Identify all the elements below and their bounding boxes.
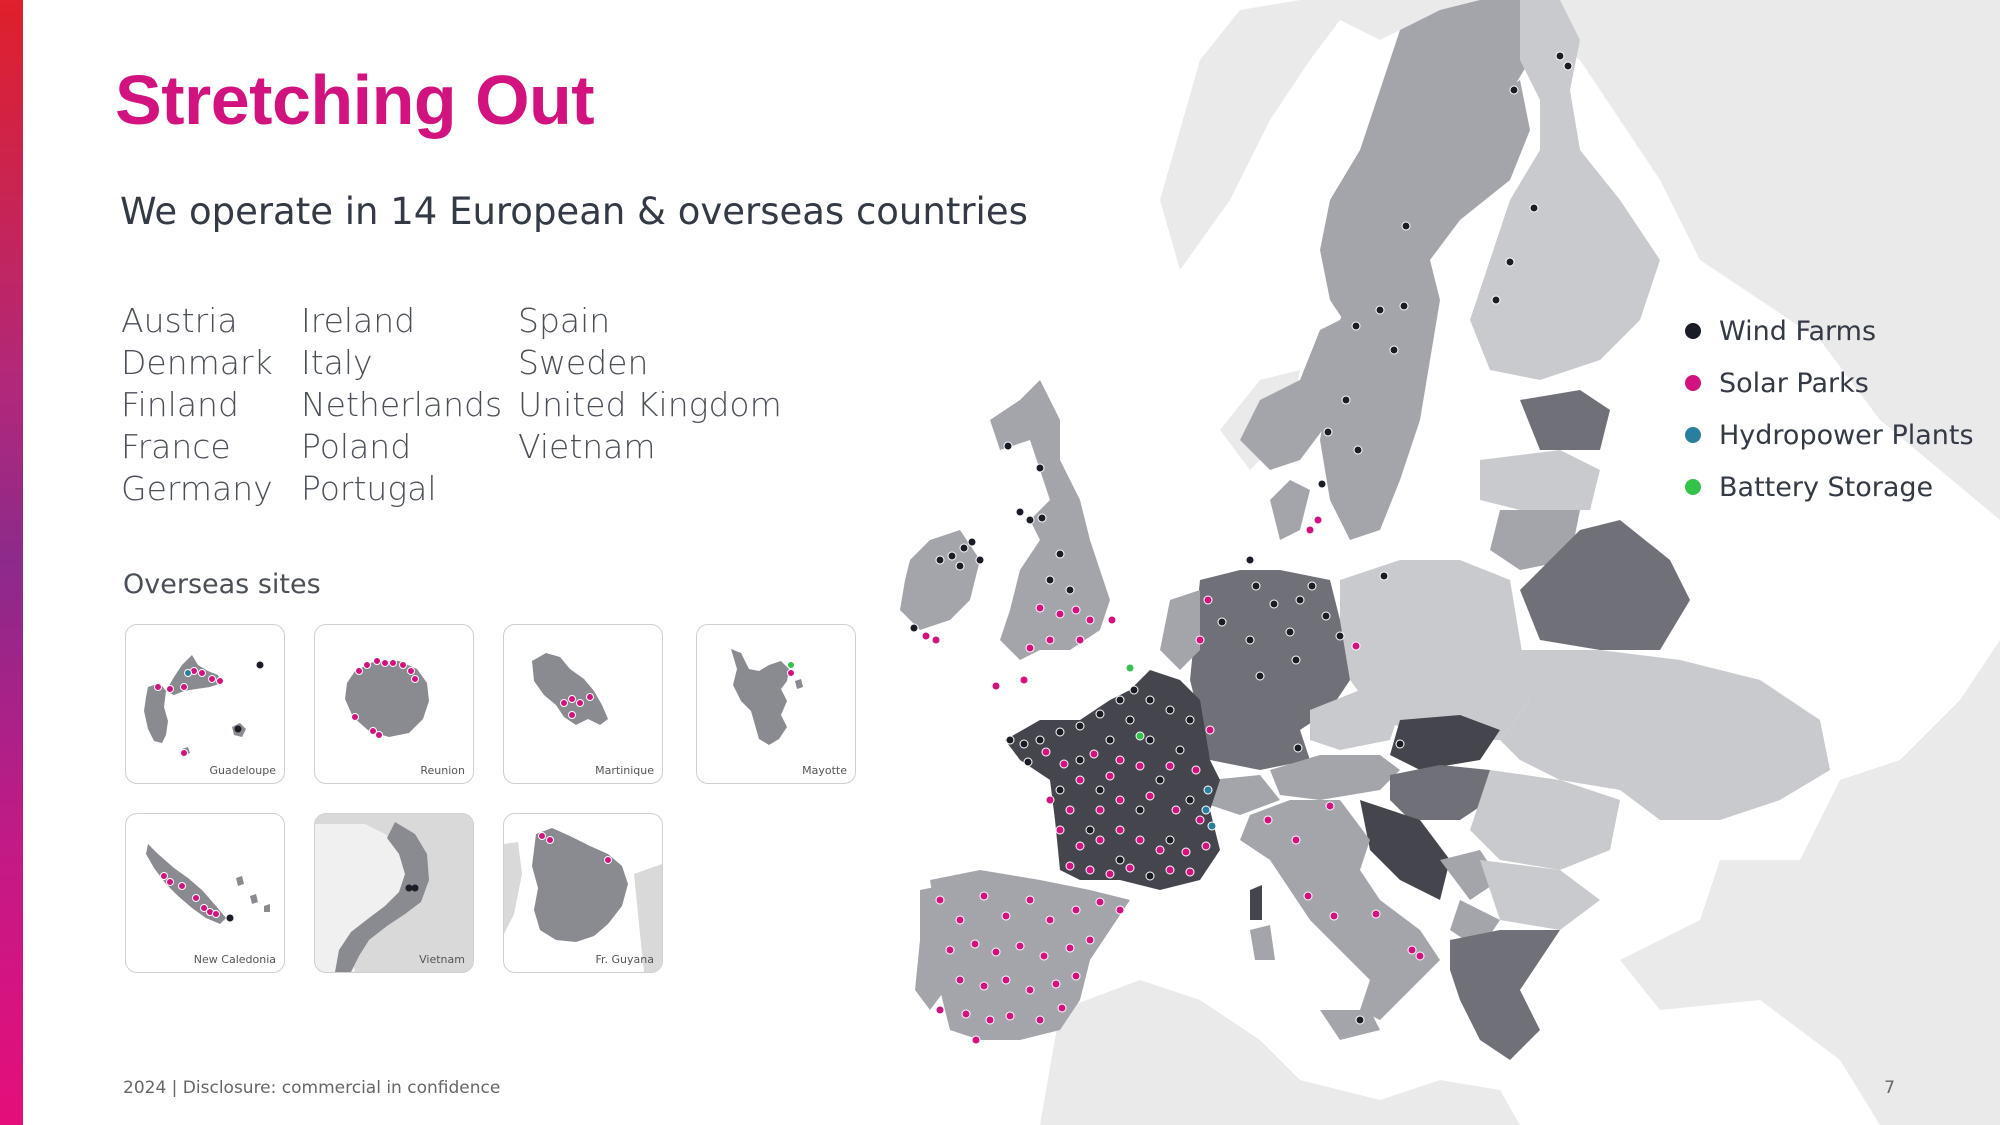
france-cluster bbox=[1005, 663, 1217, 881]
country-column-3: Spain Sweden United Kingdom Vietnam bbox=[518, 300, 782, 468]
legend-item-wind-farms: Wind Farms bbox=[1685, 305, 1985, 357]
page-number: 7 bbox=[1884, 1078, 1895, 1098]
country-item: Germany bbox=[121, 469, 273, 508]
overseas-tile-reunion: Reunion bbox=[314, 624, 474, 784]
legend-item-hydropower: Hydropower Plants bbox=[1685, 409, 1985, 461]
tile-label: Reunion bbox=[420, 764, 465, 777]
legend-item-solar-parks: Solar Parks bbox=[1685, 357, 1985, 409]
europe-map bbox=[900, 0, 2000, 1125]
page-subtitle: We operate in 14 European & overseas cou… bbox=[120, 190, 1028, 233]
country-item: United Kingdom bbox=[518, 385, 782, 424]
legend-label: Wind Farms bbox=[1719, 315, 1877, 347]
footer-disclosure: 2024 | Disclosure: commercial in confide… bbox=[123, 1078, 501, 1098]
country-item: Italy bbox=[301, 343, 373, 382]
country-item: Vietnam bbox=[518, 427, 656, 466]
overseas-tile-mayotte: Mayotte bbox=[696, 624, 856, 784]
country-item: Denmark bbox=[121, 343, 273, 382]
battery-storage-dot-icon bbox=[1685, 479, 1701, 495]
overseas-tile-vietnam: Vietnam bbox=[314, 813, 474, 973]
legend-item-battery-storage: Battery Storage bbox=[1685, 461, 1985, 513]
legend-label: Hydropower Plants bbox=[1719, 419, 1974, 451]
overseas-tile-guadeloupe: Guadeloupe bbox=[125, 624, 285, 784]
solar-park-markers bbox=[921, 515, 1425, 1045]
tile-label: Guadeloupe bbox=[209, 764, 277, 777]
tile-label: Martinique bbox=[595, 764, 654, 777]
overseas-tile-fr-guyana: Fr. Guyana bbox=[503, 813, 663, 973]
solar-park-dot-icon bbox=[1685, 375, 1701, 391]
tile-label: Mayotte bbox=[802, 764, 847, 777]
map-legend: Wind Farms Solar Parks Hydropower Plants… bbox=[1685, 305, 1985, 513]
country-item: Netherlands bbox=[301, 385, 503, 424]
hydropower-dot-icon bbox=[1685, 427, 1701, 443]
legend-label: Battery Storage bbox=[1719, 471, 1934, 503]
country-column-1: Austria Denmark Finland France Germany bbox=[121, 300, 273, 510]
country-list: Austria Denmark Finland France Germany I… bbox=[121, 300, 881, 520]
wind-farm-markers bbox=[909, 51, 1573, 1025]
country-item: Portugal bbox=[301, 469, 437, 508]
country-column-2: Ireland Italy Netherlands Poland Portuga… bbox=[301, 300, 502, 510]
country-item: Austria bbox=[121, 301, 238, 340]
tile-label: Vietnam bbox=[419, 953, 465, 966]
page-title: Stretching Out bbox=[115, 61, 595, 139]
overseas-tile-martinique: Martinique bbox=[503, 624, 663, 784]
tile-label: New Caledonia bbox=[193, 953, 276, 966]
tile-label: Fr. Guyana bbox=[595, 953, 655, 966]
overseas-label: Overseas sites bbox=[123, 569, 321, 600]
country-item: France bbox=[121, 427, 231, 466]
accent-bar bbox=[0, 0, 23, 1125]
legend-label: Solar Parks bbox=[1719, 367, 1869, 399]
country-item: Sweden bbox=[518, 343, 649, 382]
country-item: Finland bbox=[121, 385, 239, 424]
overseas-tile-new-caledonia: New Caledonia bbox=[125, 813, 285, 973]
country-item: Ireland bbox=[301, 301, 416, 340]
country-item: Poland bbox=[301, 427, 412, 466]
wind-farm-dot-icon bbox=[1685, 323, 1701, 339]
country-item: Spain bbox=[518, 301, 611, 340]
